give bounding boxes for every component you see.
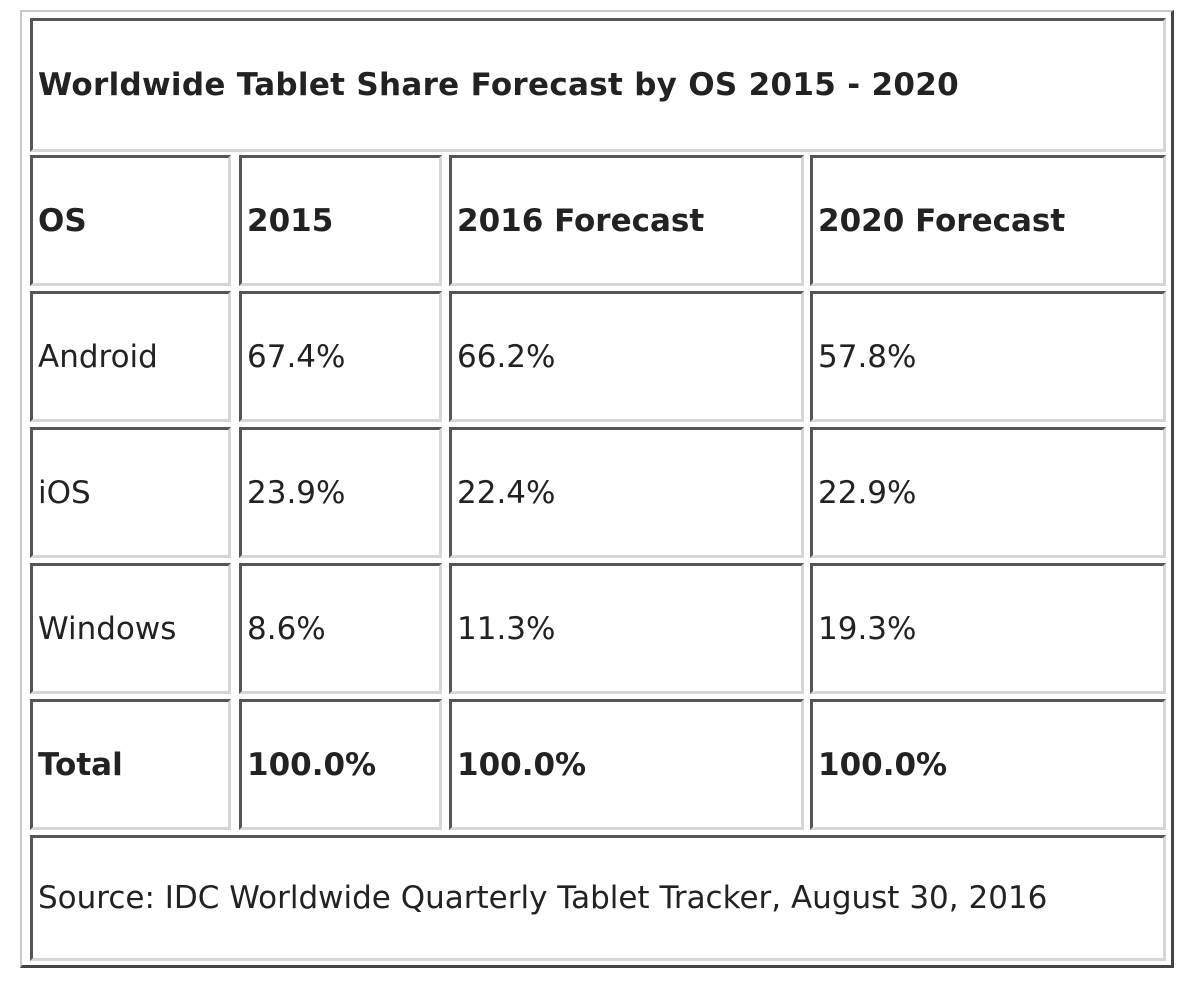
cell-ios-2015: 23.9% [239, 427, 442, 558]
header-cell-2016-forecast: 2016 Forecast [449, 155, 804, 286]
cell-android-2016: 66.2% [449, 291, 804, 422]
header-cell-2015: 2015 [239, 155, 442, 286]
row-label-ios: iOS [30, 427, 231, 558]
table-frame: Worldwide Tablet Share Forecast by OS 20… [20, 10, 1174, 968]
table-title: Worldwide Tablet Share Forecast by OS 20… [30, 18, 1166, 152]
cell-ios-2020: 22.9% [810, 427, 1166, 558]
cell-ios-2016: 22.4% [449, 427, 804, 558]
header-cell-2020-forecast: 2020 Forecast [810, 155, 1166, 286]
cell-windows-2016: 11.3% [449, 563, 804, 694]
row-label-total: Total [30, 699, 231, 830]
cell-windows-2020: 19.3% [810, 563, 1166, 694]
cell-total-2020: 100.0% [810, 699, 1166, 830]
cell-android-2015: 67.4% [239, 291, 442, 422]
cell-android-2020: 57.8% [810, 291, 1166, 422]
cell-total-2015: 100.0% [239, 699, 442, 830]
header-cell-os: OS [30, 155, 231, 286]
row-label-android: Android [30, 291, 231, 422]
row-label-windows: Windows [30, 563, 231, 694]
cell-total-2016: 100.0% [449, 699, 804, 830]
source-note: Source: IDC Worldwide Quarterly Tablet T… [30, 835, 1166, 961]
cell-windows-2015: 8.6% [239, 563, 442, 694]
